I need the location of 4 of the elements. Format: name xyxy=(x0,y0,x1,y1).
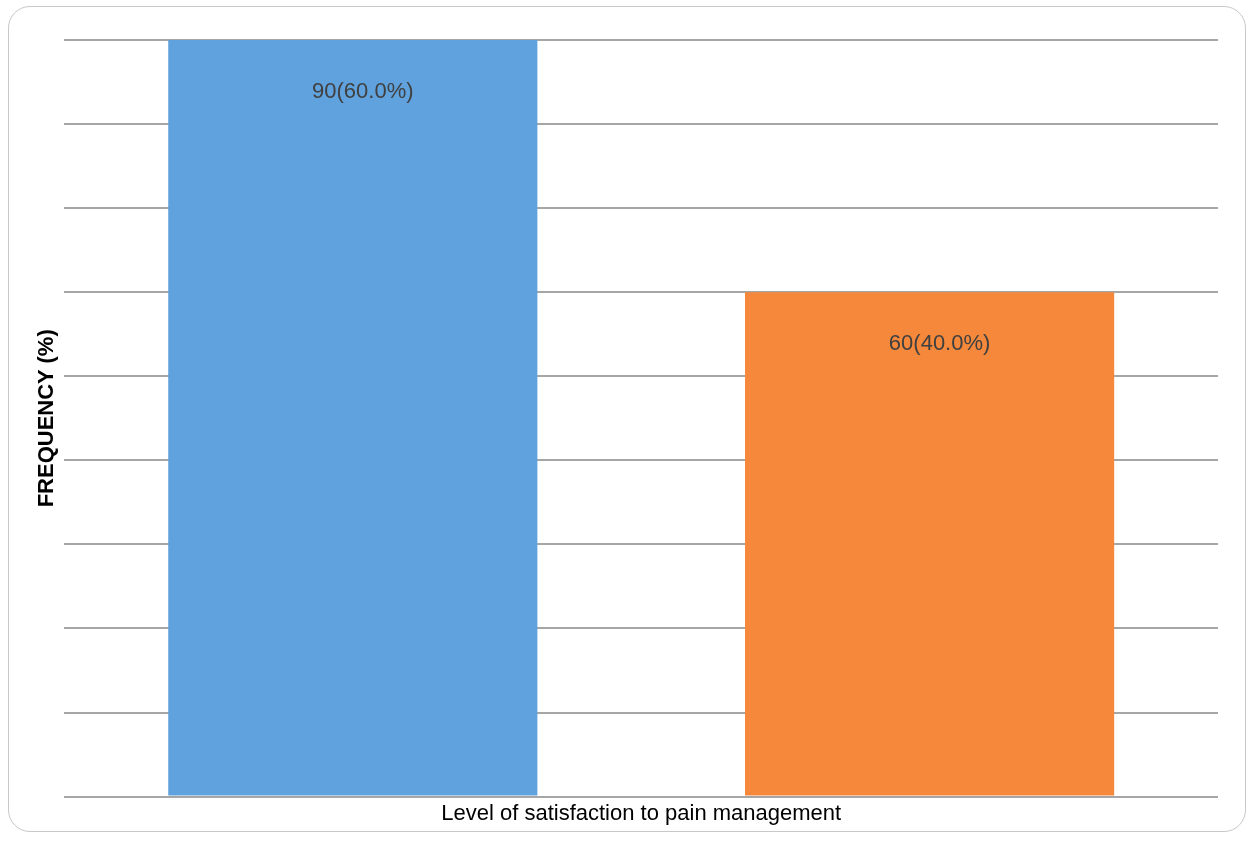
data-label: 60(40.0%) xyxy=(888,330,991,356)
x-axis-title: Level of satisfaction to pain management xyxy=(441,799,842,825)
y-axis-title: FREQUENCY (%) xyxy=(33,329,59,508)
data-label: 90(60.0%) xyxy=(312,78,414,104)
